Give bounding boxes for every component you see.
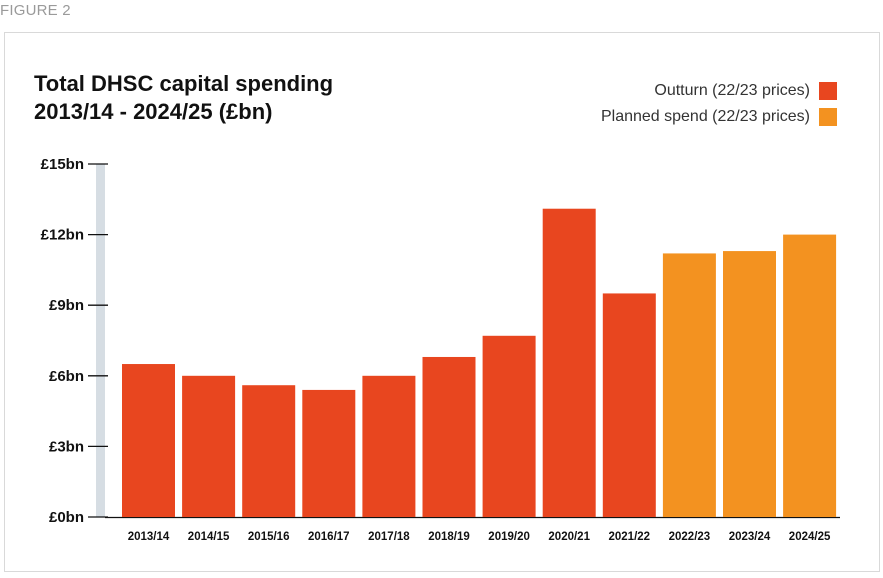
x-tick-label: 2017/18 — [368, 531, 410, 543]
bar — [362, 375, 416, 517]
x-tick-label: 2013/14 — [128, 531, 170, 543]
x-tick-label: 2015/16 — [248, 531, 290, 543]
x-tick-label: 2018/19 — [428, 531, 470, 543]
bar — [482, 335, 536, 517]
y-tick-label: £9bn — [49, 297, 84, 314]
y-tick-label: £12bn — [41, 227, 84, 244]
y-axis-line — [96, 164, 105, 517]
legend-label-outturn: Outturn (22/23 prices) — [654, 82, 810, 99]
legend-item-planned: Planned spend (22/23 prices) — [601, 104, 837, 130]
bar — [242, 385, 296, 517]
figure-label: FIGURE 2 — [0, 2, 71, 19]
bar — [723, 251, 776, 517]
x-tick-label: 2022/23 — [669, 531, 711, 543]
x-tick-label: 2014/15 — [188, 531, 230, 543]
x-tick-label: 2020/21 — [548, 531, 590, 543]
bar — [122, 364, 175, 517]
legend-label-planned: Planned spend (22/23 prices) — [600, 108, 810, 125]
x-tick-label: 2024/25 — [789, 531, 831, 543]
bar — [422, 356, 476, 517]
y-tick-label: £0bn — [49, 509, 84, 526]
legend-item-outturn: Outturn (22/23 prices) — [601, 78, 837, 104]
bar — [542, 208, 596, 518]
bar — [182, 375, 236, 517]
x-tick-label: 2023/24 — [729, 531, 771, 543]
x-tick-label: 2019/20 — [488, 531, 530, 543]
legend-swatch-outturn — [819, 82, 837, 100]
bar — [783, 234, 837, 517]
chart-legend: Outturn (22/23 prices) Planned spend (22… — [601, 78, 837, 130]
chart-title-line2: 2013/14 - 2024/25 (£bn) — [34, 99, 273, 124]
x-tick-label: 2016/17 — [308, 531, 350, 543]
legend-swatch-planned — [819, 108, 837, 126]
y-tick-label: £6bn — [49, 368, 84, 385]
chart-title: Total DHSC capital spending 2013/14 - 20… — [34, 70, 333, 126]
y-tick-label: £3bn — [49, 438, 84, 455]
bar — [602, 293, 656, 517]
bar — [662, 253, 716, 517]
x-tick-label: 2021/22 — [609, 531, 651, 543]
y-tick-label: £15bn — [41, 156, 84, 173]
bar — [302, 389, 356, 517]
chart-title-line1: Total DHSC capital spending — [34, 71, 334, 96]
